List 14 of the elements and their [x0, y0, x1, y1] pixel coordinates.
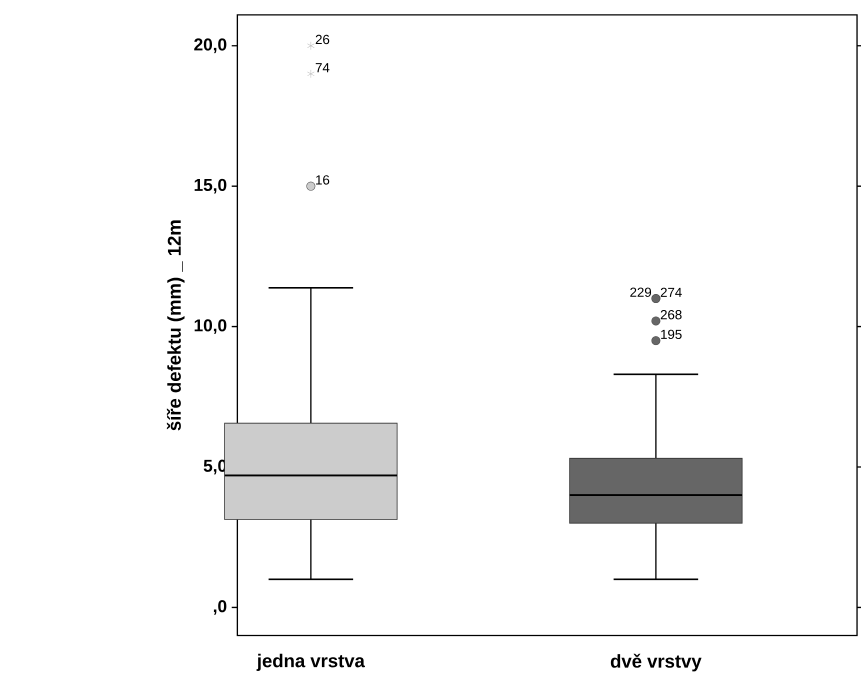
y-tick-label: ,0: [214, 600, 226, 615]
x-tick-label: jedna vrstva: [256, 654, 365, 671]
annotation: 195: [661, 330, 682, 339]
annotation: 229: [630, 288, 652, 297]
x-tick-label: dvě vrstvy: [610, 654, 702, 672]
annotation: 26: [316, 34, 330, 44]
annotation: 74: [316, 63, 330, 72]
annotation: 274: [660, 288, 682, 297]
y-tick-label: 20,0: [194, 38, 226, 54]
y-tick-label: 15,0: [194, 178, 226, 194]
y-axis-title: šíře defektu (mm) _ 12m: [166, 220, 185, 430]
y-tick-label: 10,0: [194, 319, 226, 334]
annotation: 268: [660, 310, 682, 320]
annotation: 16: [316, 175, 330, 185]
